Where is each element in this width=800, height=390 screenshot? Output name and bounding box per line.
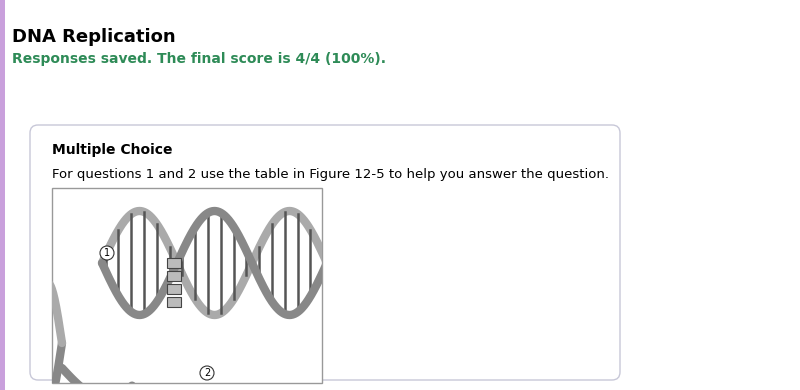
Text: For questions 1 and 2 use the table in Figure 12-5 to help you answer the questi: For questions 1 and 2 use the table in F…: [52, 168, 609, 181]
Bar: [167, 284, 181, 294]
Text: Multiple Choice: Multiple Choice: [52, 143, 173, 157]
Text: DNA Replication: DNA Replication: [12, 28, 176, 46]
Bar: [167, 271, 181, 281]
Text: 1: 1: [104, 248, 110, 258]
Circle shape: [100, 246, 114, 260]
Bar: [52, 188, 322, 383]
Circle shape: [200, 366, 214, 380]
Bar: [167, 258, 181, 268]
Text: Responses saved. The final score is 4/4 (100%).: Responses saved. The final score is 4/4 …: [12, 52, 386, 66]
Bar: [0, 0, 5, 390]
Bar: [167, 297, 181, 307]
FancyBboxPatch shape: [30, 125, 620, 380]
Text: 2: 2: [204, 368, 210, 378]
